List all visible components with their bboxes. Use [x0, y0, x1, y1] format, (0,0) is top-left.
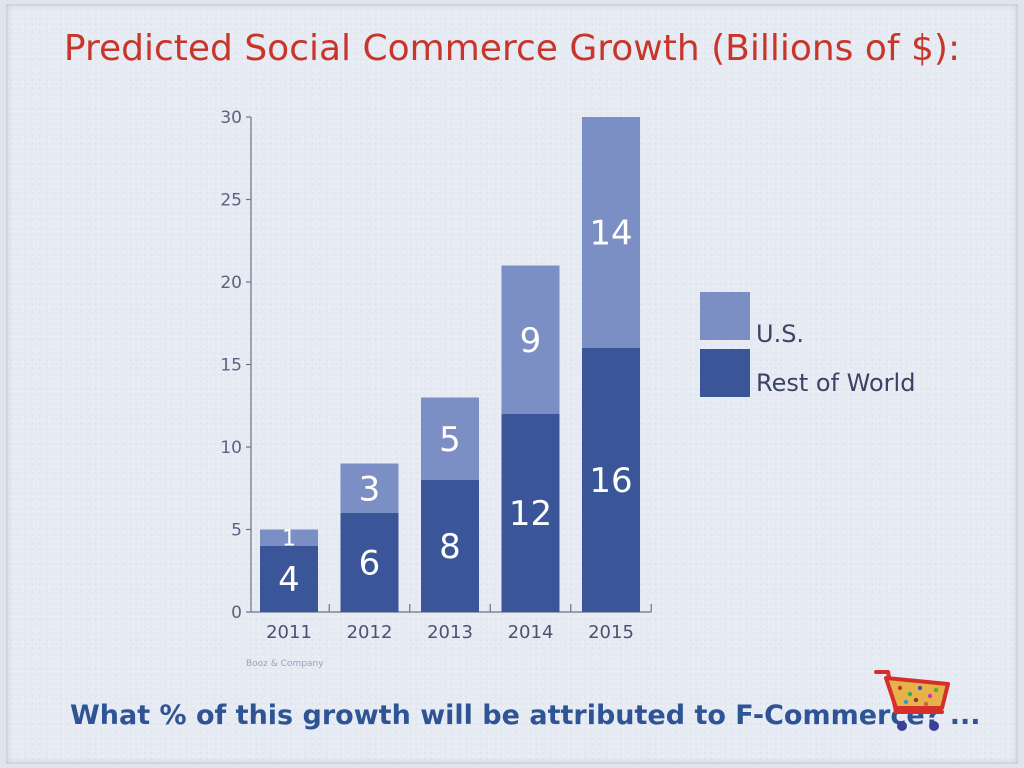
y-tick-label: 25 — [220, 191, 242, 211]
chart-title: Predicted Social Commerce Growth (Billio… — [63, 28, 961, 69]
x-tick-label: 2011 — [266, 622, 312, 643]
y-tick-label: 15 — [220, 356, 242, 376]
y-tick-label: 0 — [231, 603, 242, 623]
x-tick-label: 2014 — [508, 622, 554, 643]
data-label-rest-of-world: 4 — [278, 560, 300, 600]
bar-rest-of-world — [501, 414, 560, 612]
y-tick-label: 5 — [231, 521, 242, 541]
legend-swatch-rest-of-world — [700, 349, 750, 397]
data-label-rest-of-world: 16 — [589, 461, 632, 501]
y-tick-label: 10 — [220, 438, 242, 458]
data-label-us: 14 — [589, 214, 632, 254]
bar-us — [260, 529, 318, 546]
legend-label-rest-of-world: Rest of World — [756, 369, 915, 397]
y-tick-label: 30 — [220, 108, 242, 128]
data-label-rest-of-world: 12 — [509, 494, 552, 534]
shopping-cart-icon — [874, 670, 950, 731]
legend-label-us: U.S. — [756, 320, 804, 348]
legend-swatch-us — [700, 292, 750, 340]
bar-us — [582, 117, 640, 348]
bar-rest-of-world — [260, 546, 318, 612]
x-tick-label: 2012 — [347, 622, 393, 643]
data-label-us: 9 — [520, 321, 542, 361]
question-text: What % of this growth will be attributed… — [70, 700, 981, 731]
data-label-us: 1 — [282, 527, 296, 552]
bar-us — [501, 265, 560, 414]
x-tick-label: 2013 — [427, 622, 473, 643]
data-label-rest-of-world: 6 — [359, 544, 381, 584]
x-tick-label: 2015 — [588, 622, 634, 643]
y-tick-label: 20 — [220, 273, 242, 293]
source-note: Booz & Company — [246, 659, 324, 669]
bar-us — [421, 397, 479, 480]
data-label-rest-of-world: 8 — [439, 527, 461, 567]
bar-rest-of-world — [421, 480, 479, 612]
bar-us — [340, 463, 399, 513]
bar-rest-of-world — [582, 348, 640, 612]
data-label-us: 3 — [359, 469, 381, 509]
data-label-us: 5 — [439, 420, 461, 460]
bar-rest-of-world — [340, 513, 399, 612]
